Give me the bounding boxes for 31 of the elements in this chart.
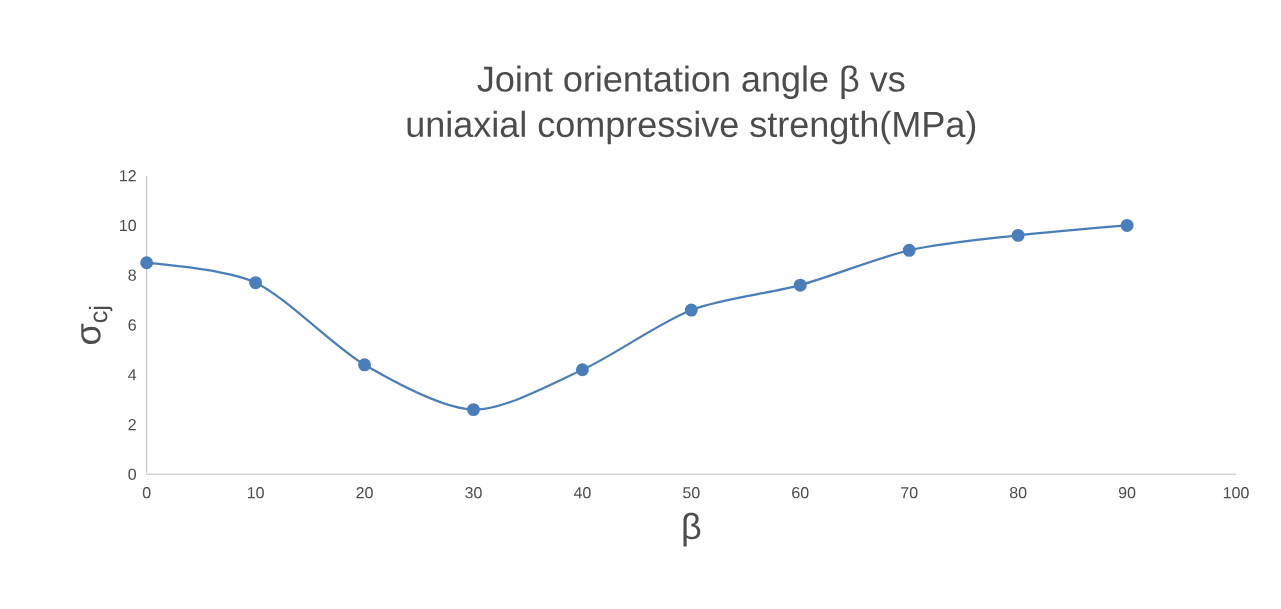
x-tick-label: 70 — [901, 487, 918, 499]
y-tick-label: 2 — [128, 418, 136, 431]
x-tick-label: 100 — [1223, 487, 1249, 499]
x-tick-label: 50 — [683, 487, 700, 499]
y-tick-label: 10 — [120, 219, 137, 232]
x-tick-label: 90 — [1118, 487, 1136, 499]
x-tick-label: 40 — [573, 487, 591, 499]
y-tick-label: 0 — [128, 468, 137, 480]
y-tick-label: 8 — [128, 269, 136, 281]
x-tick-label: 30 — [465, 487, 482, 499]
x-tick-label: 20 — [356, 487, 373, 499]
point — [1011, 228, 1025, 242]
point — [467, 403, 480, 417]
x-tick-label: 60 — [792, 487, 809, 499]
x-tick-label: 0 — [142, 487, 151, 499]
point — [358, 358, 372, 372]
x-axis-title: β — [683, 512, 701, 547]
chart-title: Joint orientation angle β vs uniaxial compressive strength(MPa) — [407, 65, 976, 145]
point — [140, 256, 154, 270]
y-tick-label: 12 — [120, 170, 136, 182]
x-tick-label: 10 — [247, 487, 264, 499]
y-tick-label: 6 — [128, 319, 136, 331]
point — [902, 243, 916, 257]
point — [1120, 218, 1134, 232]
point — [793, 278, 807, 292]
y-tick-label: 4 — [128, 369, 137, 381]
point — [249, 276, 263, 290]
point — [684, 303, 698, 317]
x-tick-label: 80 — [1009, 487, 1027, 499]
point — [575, 363, 589, 377]
y-axis-title: σ$_{cj}$ — [81, 306, 113, 345]
